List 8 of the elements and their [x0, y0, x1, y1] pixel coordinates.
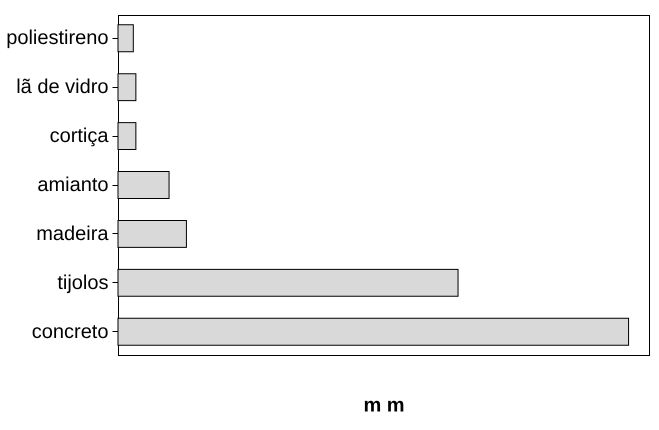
y-tick-label: amianto — [37, 174, 108, 196]
x-axis-title: m m — [363, 394, 405, 416]
y-tick-label: poliestireno — [6, 27, 108, 50]
y-tick-label: cortiça — [50, 125, 110, 148]
y-tick-label: lã de vidro — [16, 76, 108, 98]
y-tick-label: tijolos — [57, 272, 108, 294]
y-tick-label: madeira — [36, 222, 110, 245]
y-tick-label: concreto — [32, 320, 108, 343]
